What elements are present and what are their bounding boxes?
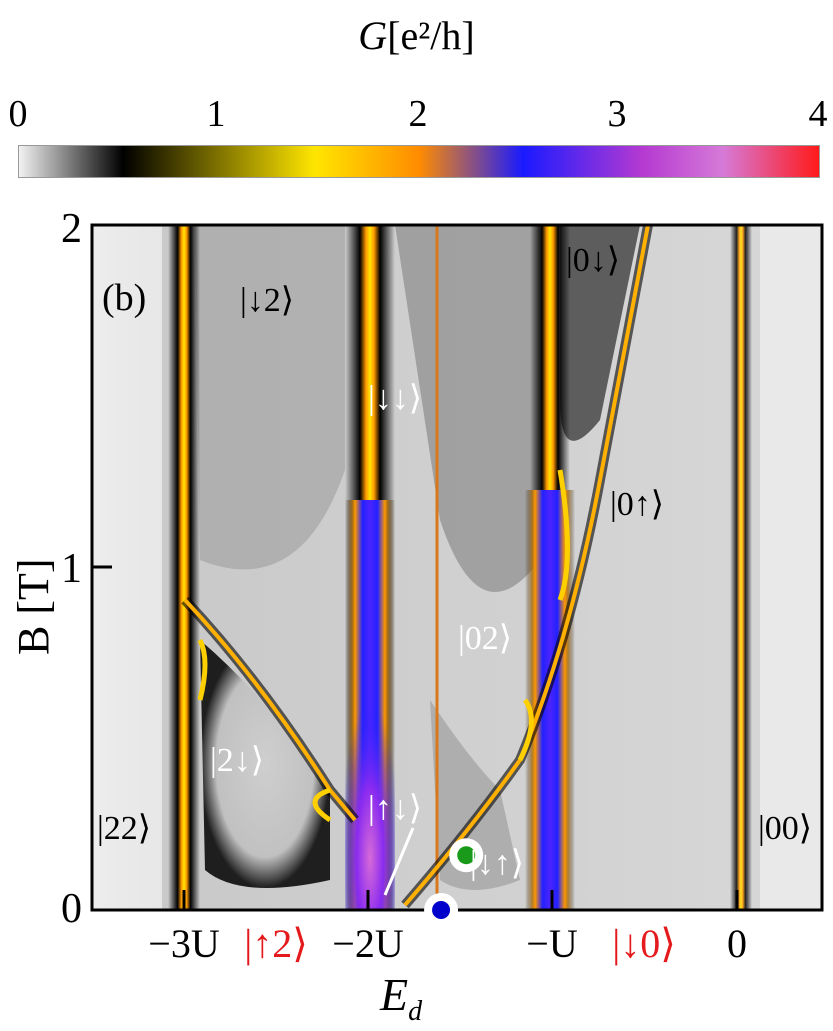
x-tick-down-0: |↓0⟩	[612, 921, 676, 966]
panel-label: (b)	[102, 277, 147, 319]
state-label-down-up: |↓↑⟩	[470, 845, 525, 882]
x-tick-minus-U: −U	[526, 921, 578, 966]
colorbar-tick-1: 1	[206, 93, 226, 135]
colorbar	[18, 145, 820, 178]
tick-marks	[92, 565, 739, 910]
state-label-22: |22⟩	[97, 810, 152, 847]
y-tick-2: 2	[61, 206, 82, 252]
x-tick-minus-2U: −2U	[332, 921, 404, 966]
state-label-0-up: |0↑⟩	[610, 486, 665, 523]
state-label-02: |02⟩	[458, 620, 513, 657]
colorbar-tick-0: 0	[8, 93, 28, 135]
colorbar-tick-3: 3	[607, 93, 627, 135]
state-label-down-2: |↓2⟩	[240, 282, 295, 319]
colorbar-title: G[e²/h]	[358, 13, 475, 58]
state-label-0-down: |0↓⟩	[566, 242, 621, 279]
green-point	[457, 846, 476, 865]
state-label-up-down: |↑↓⟩	[368, 790, 423, 827]
colorbar-tick-2: 2	[408, 93, 428, 135]
x-tick-minus-3U: −3U	[148, 921, 220, 966]
x-tick-up-2: |↑2⟩	[244, 921, 308, 966]
state-label-2-down: |2↓⟩	[210, 742, 265, 779]
y-tick-1: 1	[61, 546, 82, 592]
y-axis-label: B [T]	[9, 558, 58, 655]
state-label-down-down: |↓↓⟩	[368, 380, 423, 417]
heatmap-layer	[92, 225, 822, 910]
x-axis-label: Ed	[380, 969, 423, 1028]
blue-point	[432, 901, 451, 919]
pointer-line	[383, 827, 415, 896]
markers	[424, 838, 484, 927]
x-tick-0: 0	[727, 921, 747, 966]
y-tick-0: 0	[61, 886, 82, 932]
state-label-00: |00⟩	[758, 810, 813, 847]
colorbar-tick-4: 4	[808, 93, 828, 135]
